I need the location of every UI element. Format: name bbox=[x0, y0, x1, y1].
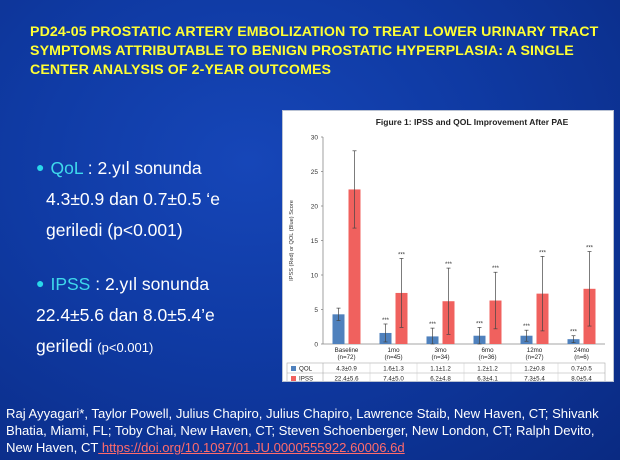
x-category-n: (n=6) bbox=[574, 354, 589, 361]
data-table-cell: 1.6±1.3 bbox=[383, 366, 404, 373]
significance-label: *** bbox=[523, 324, 531, 330]
x-category-label: Baseline bbox=[335, 347, 359, 354]
data-table-cell: 1.2±0.8 bbox=[524, 366, 545, 373]
x-category-label: 12mo bbox=[527, 347, 543, 354]
data-table-cell: 7.3±5.4 bbox=[524, 376, 545, 382]
y-tick-label: 0 bbox=[314, 342, 318, 349]
x-category-label: 6mo bbox=[481, 347, 494, 354]
x-category-n: (n=34) bbox=[431, 354, 449, 361]
citation: Raj Ayyagari*, Taylor Powell, Julius Cha… bbox=[6, 405, 616, 456]
bullet-dot-icon: ● bbox=[36, 159, 45, 175]
ipss-line3-text: geriledi bbox=[36, 336, 98, 356]
data-table-cell: 8.0±5.4 bbox=[571, 376, 592, 382]
qol-line2: 4.3±0.9 dan 0.7±0.5 ‘e bbox=[46, 189, 220, 209]
ipss-qol-chart: Figure 1: IPSS and QOL Improvement After… bbox=[286, 117, 606, 382]
ipss-line2: 22.4±5.6 dan 8.0±5.4’e bbox=[36, 305, 215, 325]
x-category-label: 1mo bbox=[387, 347, 400, 354]
data-table-cell: 6.2±4.8 bbox=[430, 376, 451, 382]
ipss-legend-label: IPSS bbox=[299, 376, 313, 382]
ipss-line1-text: : 2.yıl sonunda bbox=[90, 274, 210, 294]
doi-link[interactable]: https://doi.org/10.1097/01.JU.0000555922… bbox=[98, 440, 405, 455]
x-category-n: (n=27) bbox=[525, 354, 543, 361]
bullet-ipss-line1: ● IPSS : 2.yıl sonunda bbox=[36, 268, 276, 300]
significance-label: *** bbox=[398, 252, 406, 258]
x-category-label: 3mo bbox=[434, 347, 447, 354]
x-category-n: (n=36) bbox=[478, 354, 496, 361]
data-table-cell: 7.4±5.0 bbox=[383, 376, 404, 382]
y-tick-label: 10 bbox=[311, 273, 319, 280]
ipss-pvalue: (p<0.001) bbox=[97, 340, 154, 355]
bullet-qol-line1: ● QoL : 2.yıl sonunda bbox=[36, 152, 276, 184]
bullet-dot-icon: ● bbox=[36, 275, 45, 291]
significance-label: *** bbox=[570, 330, 578, 336]
ipss-bar bbox=[348, 189, 361, 344]
x-category-label: 24mo bbox=[574, 347, 590, 354]
y-tick-label: 25 bbox=[311, 169, 319, 176]
qol-legend-swatch bbox=[291, 366, 296, 371]
figure-chart: Figure 1: IPSS and QOL Improvement After… bbox=[282, 110, 614, 382]
significance-label: *** bbox=[539, 250, 547, 256]
y-tick-label: 30 bbox=[311, 135, 319, 142]
y-tick-label: 20 bbox=[311, 204, 319, 211]
data-table-cell: 6.3±4.1 bbox=[477, 376, 498, 382]
y-tick-label: 15 bbox=[311, 238, 319, 245]
chart-title: Figure 1: IPSS and QOL Improvement After… bbox=[376, 117, 569, 127]
slide-title: PD24-05 PROSTATIC ARTERY EMBOLIZATION TO… bbox=[30, 24, 599, 78]
qol-line1-text: : 2.yıl sonunda bbox=[82, 158, 202, 178]
y-tick-label: 5 bbox=[314, 307, 318, 314]
qol-line3: geriledi (p<0.001) bbox=[46, 220, 183, 240]
data-table-cell: 1.1±1.2 bbox=[430, 366, 451, 373]
ipss-legend-swatch bbox=[291, 376, 296, 381]
qol-legend-label: QOL bbox=[299, 366, 313, 373]
significance-label: *** bbox=[445, 262, 453, 268]
significance-label: *** bbox=[382, 318, 390, 324]
x-category-n: (n=45) bbox=[384, 354, 402, 361]
significance-label: *** bbox=[429, 322, 437, 328]
ipss-keyword: IPSS bbox=[50, 274, 91, 294]
findings-list: ● QoL : 2.yıl sonunda 4.3±0.9 dan 0.7±0.5… bbox=[36, 152, 276, 363]
data-table-cell: 0.7±0.5 bbox=[571, 366, 592, 373]
x-category-n: (n=72) bbox=[337, 354, 355, 361]
qol-keyword: QoL bbox=[50, 158, 83, 178]
significance-label: *** bbox=[586, 246, 594, 252]
qol-bar bbox=[332, 314, 345, 344]
data-table-cell: 1.2±1.2 bbox=[477, 366, 498, 373]
ipss-line3: geriledi (p<0.001) bbox=[36, 331, 276, 363]
significance-label: *** bbox=[492, 266, 500, 272]
data-table-cell: 22.4±5.6 bbox=[334, 376, 359, 382]
y-axis-label: IPSS (Red) or QOL (Blue) Score bbox=[289, 200, 295, 281]
significance-label: *** bbox=[476, 321, 484, 327]
citation-authors: Raj Ayyagari*, Taylor Powell, Julius Cha… bbox=[6, 406, 599, 455]
data-table-cell: 4.3±0.9 bbox=[336, 366, 357, 373]
